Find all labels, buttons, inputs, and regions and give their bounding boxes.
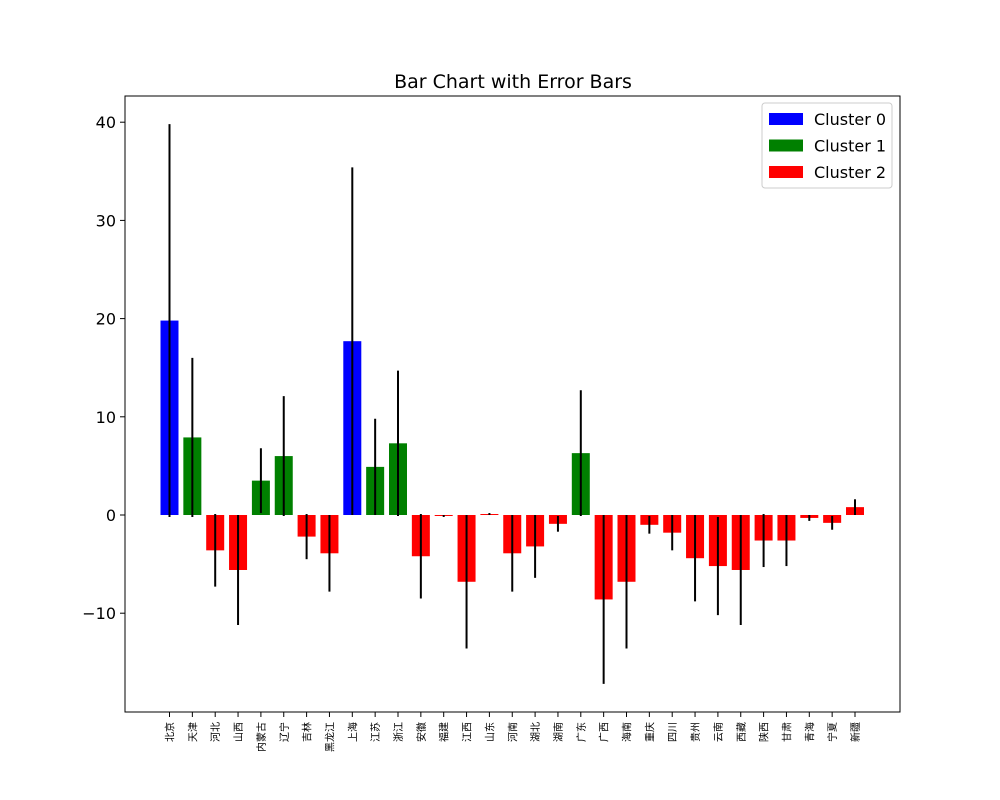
x-tick-label: 云南 — [712, 722, 725, 742]
y-tick-label: 0 — [106, 506, 116, 525]
y-tick-label: −10 — [82, 604, 116, 623]
x-tick-label: 甘肃 — [780, 722, 793, 742]
legend: Cluster 0 Cluster 1 Cluster 2 — [761, 102, 893, 189]
y-axis: −10 0 10 20 30 40 — [82, 113, 125, 623]
x-tick-label: 福建 — [438, 722, 451, 742]
x-tick-label: 重庆 — [643, 722, 656, 742]
x-tick-label: 内蒙古 — [255, 722, 268, 752]
x-tick-label: 湖北 — [530, 722, 542, 742]
legend-label: Cluster 1 — [814, 137, 886, 156]
x-tick-label: 河北 — [210, 722, 222, 742]
x-tick-label: 安徽 — [415, 722, 428, 742]
x-tick-label: 吉林 — [301, 722, 314, 742]
x-tick-label: 青海 — [803, 722, 816, 742]
x-axis: 北京 天津 河北 山西 内蒙古 辽宁 吉林 黑龙江 上海 江苏 浙江 安徽 福建 江西 山东 河南 湖北 湖南 广东… — [164, 712, 862, 752]
errorbars-layer — [168, 124, 856, 684]
legend-swatch — [769, 113, 803, 125]
legend-label: Cluster 0 — [814, 110, 886, 129]
x-tick-label: 上海 — [346, 722, 359, 742]
y-tick-label: 20 — [96, 310, 116, 329]
x-tick-label: 贵州 — [689, 722, 702, 742]
x-tick-label: 山西 — [233, 722, 245, 742]
x-tick-label: 湖南 — [552, 722, 565, 742]
y-tick-label: 10 — [96, 408, 116, 427]
x-tick-label: 江西 — [462, 722, 474, 742]
x-tick-label: 陕西 — [758, 722, 771, 742]
chart-title: Bar Chart with Error Bars — [394, 71, 632, 93]
x-tick-label: 四川 — [668, 722, 679, 742]
y-tick-label: 30 — [96, 211, 116, 230]
x-tick-label: 宁夏 — [826, 722, 839, 742]
x-tick-label: 浙江 — [393, 722, 405, 742]
legend-label: Cluster 2 — [814, 163, 886, 182]
legend-swatch — [769, 166, 803, 178]
x-tick-label: 江苏 — [369, 722, 382, 742]
x-tick-label: 广东 — [575, 722, 588, 742]
legend-swatch — [769, 139, 803, 152]
y-tick-label: 40 — [96, 113, 116, 132]
x-tick-label: 海南 — [621, 722, 634, 742]
x-tick-label: 新疆 — [849, 722, 862, 742]
x-tick-label: 天津 — [187, 722, 199, 742]
x-tick-label: 西藏 — [736, 722, 748, 742]
x-tick-label: 北京 — [164, 722, 177, 742]
x-tick-label: 广西 — [599, 722, 611, 742]
x-tick-label: 辽宁 — [278, 722, 291, 742]
x-tick-label: 黑龙江 — [323, 722, 336, 752]
x-tick-label: 山东 — [483, 722, 496, 742]
x-tick-label: 河南 — [506, 722, 519, 742]
